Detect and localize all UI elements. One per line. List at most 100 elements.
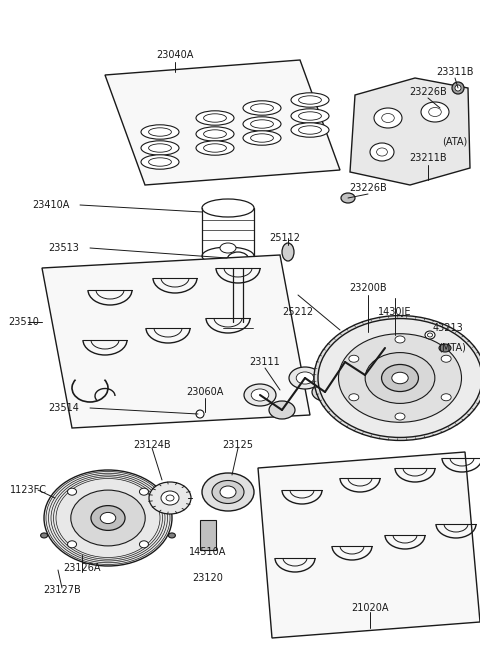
Text: 21020A: 21020A (351, 603, 389, 613)
Ellipse shape (149, 158, 171, 166)
Ellipse shape (382, 365, 419, 392)
Ellipse shape (251, 120, 274, 128)
Text: 1430JE: 1430JE (378, 307, 412, 317)
Ellipse shape (428, 333, 432, 337)
Polygon shape (42, 255, 310, 428)
Ellipse shape (243, 117, 281, 131)
Polygon shape (258, 452, 480, 638)
Text: 25212: 25212 (282, 307, 313, 317)
Ellipse shape (291, 123, 329, 137)
Ellipse shape (349, 394, 359, 401)
Ellipse shape (149, 128, 171, 136)
Ellipse shape (202, 199, 254, 217)
Ellipse shape (441, 355, 451, 362)
Ellipse shape (204, 130, 227, 138)
Ellipse shape (71, 490, 145, 546)
Ellipse shape (140, 488, 148, 495)
Ellipse shape (369, 337, 401, 359)
Text: 23211B: 23211B (409, 153, 447, 163)
Ellipse shape (202, 247, 254, 265)
Text: 23311B: 23311B (436, 67, 474, 77)
Ellipse shape (382, 114, 394, 122)
Ellipse shape (395, 336, 405, 343)
Ellipse shape (228, 334, 232, 342)
Ellipse shape (314, 315, 480, 440)
Text: 25112: 25112 (269, 233, 300, 243)
Ellipse shape (196, 141, 234, 155)
Ellipse shape (141, 155, 179, 170)
Ellipse shape (455, 85, 461, 91)
Polygon shape (200, 520, 216, 550)
Text: 23226B: 23226B (409, 87, 447, 97)
Ellipse shape (140, 541, 148, 548)
Ellipse shape (439, 344, 451, 352)
Ellipse shape (149, 144, 171, 152)
Ellipse shape (68, 541, 76, 548)
Ellipse shape (289, 367, 321, 389)
Text: 23040A: 23040A (156, 50, 194, 60)
Text: 23126A: 23126A (63, 563, 101, 573)
Ellipse shape (341, 193, 355, 203)
Ellipse shape (229, 322, 247, 334)
Ellipse shape (269, 401, 295, 419)
Ellipse shape (365, 353, 435, 403)
Text: 23410A: 23410A (32, 200, 70, 210)
Ellipse shape (282, 243, 294, 261)
Ellipse shape (299, 96, 322, 104)
Ellipse shape (299, 125, 322, 134)
Ellipse shape (220, 243, 236, 253)
Ellipse shape (441, 394, 451, 401)
Text: 23125: 23125 (223, 440, 253, 450)
Ellipse shape (299, 112, 322, 120)
Ellipse shape (223, 318, 253, 338)
Ellipse shape (168, 533, 175, 538)
Ellipse shape (68, 488, 76, 495)
Ellipse shape (196, 410, 204, 418)
Ellipse shape (251, 389, 269, 401)
Text: 23510: 23510 (8, 317, 39, 327)
Ellipse shape (243, 101, 281, 115)
Ellipse shape (452, 82, 464, 94)
Ellipse shape (425, 331, 435, 339)
Ellipse shape (374, 108, 402, 128)
Ellipse shape (149, 482, 191, 514)
Text: 23514: 23514 (48, 403, 79, 413)
Ellipse shape (251, 134, 274, 142)
Text: 23226B: 23226B (349, 183, 387, 193)
Ellipse shape (291, 109, 329, 124)
Ellipse shape (243, 334, 249, 342)
Ellipse shape (352, 366, 378, 384)
Ellipse shape (376, 342, 394, 354)
Ellipse shape (377, 148, 387, 156)
Ellipse shape (421, 102, 449, 122)
Text: (MTA): (MTA) (438, 343, 466, 353)
Ellipse shape (196, 111, 234, 125)
Text: 23200B: 23200B (349, 283, 387, 293)
Ellipse shape (312, 383, 338, 401)
Ellipse shape (166, 495, 174, 501)
Ellipse shape (196, 127, 234, 141)
Ellipse shape (161, 491, 179, 505)
Ellipse shape (204, 144, 227, 152)
Ellipse shape (141, 141, 179, 155)
Text: 23111: 23111 (250, 357, 280, 367)
Text: 14510A: 14510A (189, 547, 227, 557)
Ellipse shape (204, 114, 227, 122)
Text: 1123FC: 1123FC (10, 485, 47, 495)
Polygon shape (350, 78, 470, 185)
Ellipse shape (141, 125, 179, 139)
Ellipse shape (329, 351, 361, 373)
Ellipse shape (392, 373, 408, 384)
Ellipse shape (41, 533, 48, 538)
Ellipse shape (44, 470, 172, 566)
Text: 23060A: 23060A (186, 387, 224, 397)
Ellipse shape (336, 356, 354, 368)
Ellipse shape (220, 486, 236, 498)
Ellipse shape (318, 319, 480, 438)
Ellipse shape (91, 506, 125, 530)
Ellipse shape (349, 355, 359, 362)
Ellipse shape (296, 372, 314, 384)
Ellipse shape (429, 108, 441, 116)
Ellipse shape (291, 93, 329, 107)
Ellipse shape (395, 413, 405, 420)
